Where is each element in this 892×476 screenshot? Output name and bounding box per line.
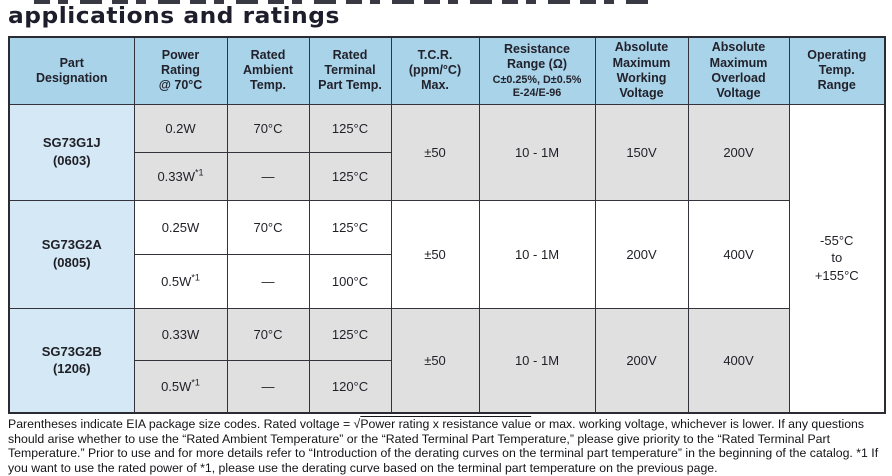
header-label: Rated Terminal Part Temp.: [318, 47, 382, 93]
header-rated-terminal-part-temp: Rated Terminal Part Temp.: [308, 36, 392, 105]
cell-max-overload-voltage: 400V: [687, 307, 790, 414]
cell-max-working-voltage: 150V: [594, 103, 689, 201]
cell-power-rating: 0.33W: [133, 307, 228, 361]
cell-ambient-temp: 70°C: [226, 103, 310, 153]
cell-max-working-voltage: 200V: [594, 307, 689, 414]
package-code: (0603): [52, 153, 91, 168]
footnote-text-after: or max. working voltage, whichever is lo…: [8, 417, 879, 475]
header-label: Power Rating @ 70°C: [158, 47, 203, 93]
cell-power-rating: 0.2W: [133, 103, 228, 153]
power-value: 0.5W: [161, 378, 192, 394]
part-number: SG73G2B: [41, 343, 102, 359]
power-value: 0.5W: [161, 273, 192, 289]
header-resistance-range: Resistance Range (Ω) C±0.25%, D±0.5% E-2…: [478, 36, 596, 105]
package-code: (0805): [52, 255, 91, 270]
cell-tcr-max: ±50: [390, 103, 480, 201]
table-row: 0.33W*1 — 125°C: [9, 151, 885, 201]
power-value: 0.25W: [161, 219, 200, 235]
applications-and-ratings-table: Part Designation Power Rating @ 70°C Rat…: [8, 36, 886, 414]
cell-part-designation: SG73G2A (0805): [8, 199, 135, 309]
cell-ambient-temp: 70°C: [226, 199, 310, 255]
package-code: (1206): [52, 361, 91, 377]
header-tcr-max: T.C.R. (ppm/°C) Max.: [390, 36, 480, 105]
header-power-rating: Power Rating @ 70°C: [133, 36, 228, 105]
cell-terminal-temp: 125°C: [308, 199, 392, 255]
header-label: Resistance Range (Ω): [503, 42, 570, 72]
header-abs-max-overload-voltage: Absolute Maximum Overload Voltage: [687, 36, 790, 105]
cell-power-rating: 0.5W*1: [133, 253, 228, 309]
cell-ambient-temp: —: [226, 359, 310, 414]
header-label: Operating Temp. Range: [807, 47, 867, 93]
cell-ambient-temp: —: [226, 253, 310, 309]
part-number: SG73G2A: [41, 237, 102, 253]
header-label: T.C.R. (ppm/°C) Max.: [408, 47, 462, 93]
cell-power-rating: 0.25W: [133, 199, 228, 255]
cell-part-designation: SG73G2B (1206): [8, 307, 135, 414]
power-note: *1: [191, 272, 200, 283]
header-rated-ambient-temp: Rated Ambient Temp.: [226, 36, 310, 105]
header-part-designation: Part Designation: [8, 36, 135, 105]
cell-terminal-temp: 125°C: [308, 103, 392, 153]
part-number: SG73G1J: [42, 135, 101, 151]
header-row: Part Designation Power Rating @ 70°C Rat…: [8, 36, 886, 105]
cell-resistance-range: 10 - 1M: [478, 307, 596, 414]
cell-terminal-temp: 100°C: [308, 253, 392, 309]
cell-power-rating: 0.5W*1: [133, 359, 228, 414]
cell-terminal-temp: 120°C: [308, 359, 392, 414]
header-label: Rated Ambient Temp.: [243, 47, 293, 93]
table-row: SG73G1J (0603) 0.2W 70°C 125°C ±50 10 - …: [8, 103, 886, 414]
cell-max-working-voltage: 200V: [594, 199, 689, 309]
header-operating-temp-range: Operating Temp. Range: [788, 36, 886, 105]
footnote-text-before-sqrt: Parentheses indicate EIA package size co…: [8, 417, 361, 431]
footnote-sqrt-overline-text: Power rating x resistance value: [360, 417, 532, 431]
cell-max-overload-voltage: 200V: [687, 103, 790, 201]
cell-ambient-temp: 70°C: [226, 307, 310, 361]
footnote: Parentheses indicate EIA package size co…: [8, 417, 886, 475]
cropped-text-remnant: [34, 0, 654, 4]
power-note: *1: [191, 377, 200, 388]
power-value: 0.33W: [157, 168, 196, 184]
cell-terminal-temp: 125°C: [308, 307, 392, 361]
power-note: *1: [195, 167, 204, 178]
power-value: 0.2W: [165, 120, 196, 136]
cell-operating-temp-range: -55°C to +155°C: [788, 103, 886, 414]
table-row: 0.5W*1 — 100°C: [9, 253, 885, 309]
cell-ambient-temp: —: [226, 151, 310, 201]
header-abs-max-working-voltage: Absolute Maximum Working Voltage: [594, 36, 689, 105]
cell-resistance-range: 10 - 1M: [478, 103, 596, 201]
header-label: Absolute Maximum Overload Voltage: [709, 40, 768, 100]
header-label: Part Designation: [35, 55, 108, 85]
cell-part-designation: SG73G1J (0603): [8, 103, 135, 201]
cell-max-overload-voltage: 400V: [687, 199, 790, 309]
header-sublabel: C±0.25%, D±0.5% E-24/E-96: [492, 73, 582, 99]
header-label: Absolute Maximum Working Voltage: [612, 40, 671, 100]
cell-tcr-max: ±50: [390, 307, 480, 414]
cell-terminal-temp: 125°C: [308, 151, 392, 201]
table-row: 0.5W*1 — 120°C: [9, 359, 885, 414]
cell-tcr-max: ±50: [390, 199, 480, 309]
cell-resistance-range: 10 - 1M: [478, 199, 596, 309]
table-row: SG73G2A (0805) 0.25W 70°C 125°C ±50 10 -…: [8, 199, 885, 309]
power-value: 0.33W: [161, 326, 200, 342]
table-row: SG73G2B (1206) 0.33W 70°C 125°C ±50 10 -…: [8, 307, 885, 414]
cell-power-rating: 0.33W*1: [133, 151, 228, 201]
page-title: applications and ratings: [8, 4, 340, 29]
